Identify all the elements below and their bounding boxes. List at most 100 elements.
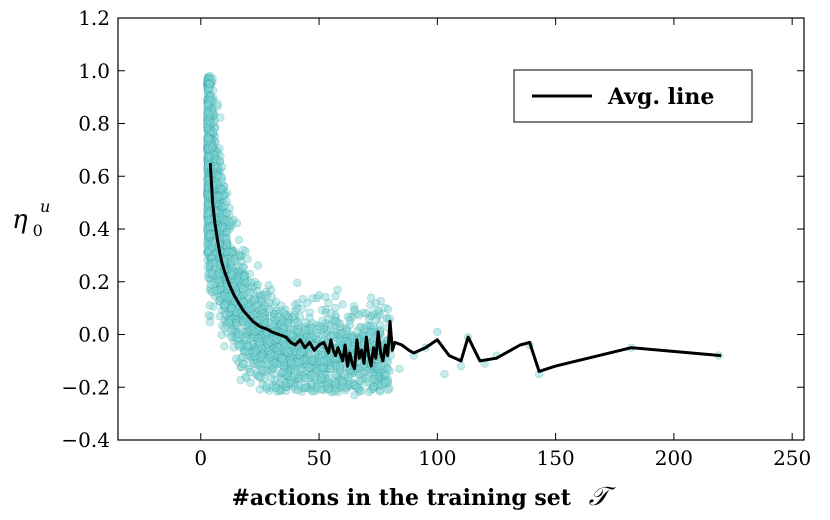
scatter-point xyxy=(218,216,227,225)
scatter-point xyxy=(340,325,349,334)
scatter-point xyxy=(291,315,300,324)
scatter-point xyxy=(203,157,212,166)
scatter-point xyxy=(283,364,292,374)
scatter-point xyxy=(210,116,219,126)
scatter-point xyxy=(276,339,285,348)
scatter-point xyxy=(361,378,370,387)
scatter-point xyxy=(265,305,274,314)
scatter-point xyxy=(312,378,322,387)
scatter-point xyxy=(220,182,229,191)
scatter-point xyxy=(331,386,340,395)
scatter-point xyxy=(314,359,324,368)
scatter-point xyxy=(310,372,320,381)
scatter-point xyxy=(383,358,392,367)
scatter-point xyxy=(333,378,342,387)
scatter-point xyxy=(255,296,264,305)
scatter-point xyxy=(320,323,329,332)
scatter-point xyxy=(342,383,351,392)
scatter-point xyxy=(224,257,233,266)
y-axis-title: η 0 u xyxy=(12,197,50,240)
scatter-point xyxy=(258,349,267,359)
scatter-point xyxy=(374,371,383,380)
scatter-point xyxy=(232,219,241,228)
x-tick-label: 200 xyxy=(655,446,693,470)
scatter-point xyxy=(312,365,322,374)
scatter-point xyxy=(357,323,366,332)
scatter-point xyxy=(248,308,258,317)
scatter-point xyxy=(364,388,373,397)
scatter-point xyxy=(255,372,264,381)
scatter-point xyxy=(295,352,304,361)
scatter-point xyxy=(226,265,236,274)
scatter-point xyxy=(305,322,315,331)
scatter-point xyxy=(304,357,314,366)
scatter-point xyxy=(262,341,271,350)
scatter-point xyxy=(208,74,217,83)
scatter-point xyxy=(237,313,246,322)
scatter-point xyxy=(243,318,252,327)
scatter-point xyxy=(217,198,227,207)
scatter-point xyxy=(237,331,246,340)
scatter-point xyxy=(326,356,336,365)
scatter-point xyxy=(359,308,368,317)
scatter-point xyxy=(274,336,283,345)
scatter-point xyxy=(203,95,212,105)
scatter-point xyxy=(313,325,322,334)
scatter-point xyxy=(322,364,331,373)
scatter-point xyxy=(230,248,239,257)
scatter-point xyxy=(225,300,234,309)
scatter-point xyxy=(272,315,281,324)
scatter-point xyxy=(383,305,393,314)
scatter-point xyxy=(279,358,288,368)
scatter-point xyxy=(213,102,222,111)
scatter-point xyxy=(242,340,251,349)
scatter-point xyxy=(209,129,218,139)
x-tick-label: 100 xyxy=(418,446,456,470)
scatter-point xyxy=(203,146,212,155)
scatter-point xyxy=(213,271,223,280)
scatter-point xyxy=(336,363,345,373)
scatter-point xyxy=(239,270,248,279)
scatter-point xyxy=(203,247,212,256)
scatter-point xyxy=(241,326,251,336)
scatter-point xyxy=(326,364,335,373)
scatter-point xyxy=(283,329,292,338)
scatter-point xyxy=(244,364,253,374)
scatter-point xyxy=(270,359,279,368)
scatter-point xyxy=(300,352,309,361)
scatter-point xyxy=(230,305,239,314)
scatter-point xyxy=(203,155,212,164)
scatter-point xyxy=(281,351,291,360)
x-axis-symbol: 𝒯 xyxy=(589,482,617,512)
scatter-point xyxy=(287,330,296,339)
scatter-point xyxy=(250,342,259,352)
scatter-point xyxy=(294,367,303,376)
scatter-point xyxy=(322,383,331,392)
scatter-point xyxy=(248,299,257,308)
scatter-point xyxy=(204,120,213,130)
scatter-point xyxy=(367,293,376,302)
scatter-point xyxy=(246,352,255,361)
scatter-point xyxy=(291,333,300,342)
scatter-point xyxy=(260,347,269,357)
scatter-point xyxy=(269,369,278,378)
scatter-point xyxy=(293,299,302,308)
scatter-point xyxy=(203,155,212,164)
scatter-point xyxy=(376,375,386,384)
scatter-point xyxy=(331,371,341,380)
scatter-point xyxy=(293,278,302,288)
scatter-point xyxy=(203,89,213,98)
scatter-point xyxy=(335,367,345,377)
scatter-point xyxy=(206,130,216,139)
scatter-point xyxy=(205,154,214,163)
scatter-point xyxy=(255,347,264,356)
scatter-point xyxy=(294,374,303,383)
avg-line-layer xyxy=(208,163,722,373)
scatter-point xyxy=(238,263,247,272)
scatter-point xyxy=(271,344,281,353)
scatter-point xyxy=(278,323,288,332)
scatter-point xyxy=(204,246,213,256)
scatter-point xyxy=(277,374,286,383)
scatter-point xyxy=(259,374,269,383)
scatter-point xyxy=(274,323,283,332)
